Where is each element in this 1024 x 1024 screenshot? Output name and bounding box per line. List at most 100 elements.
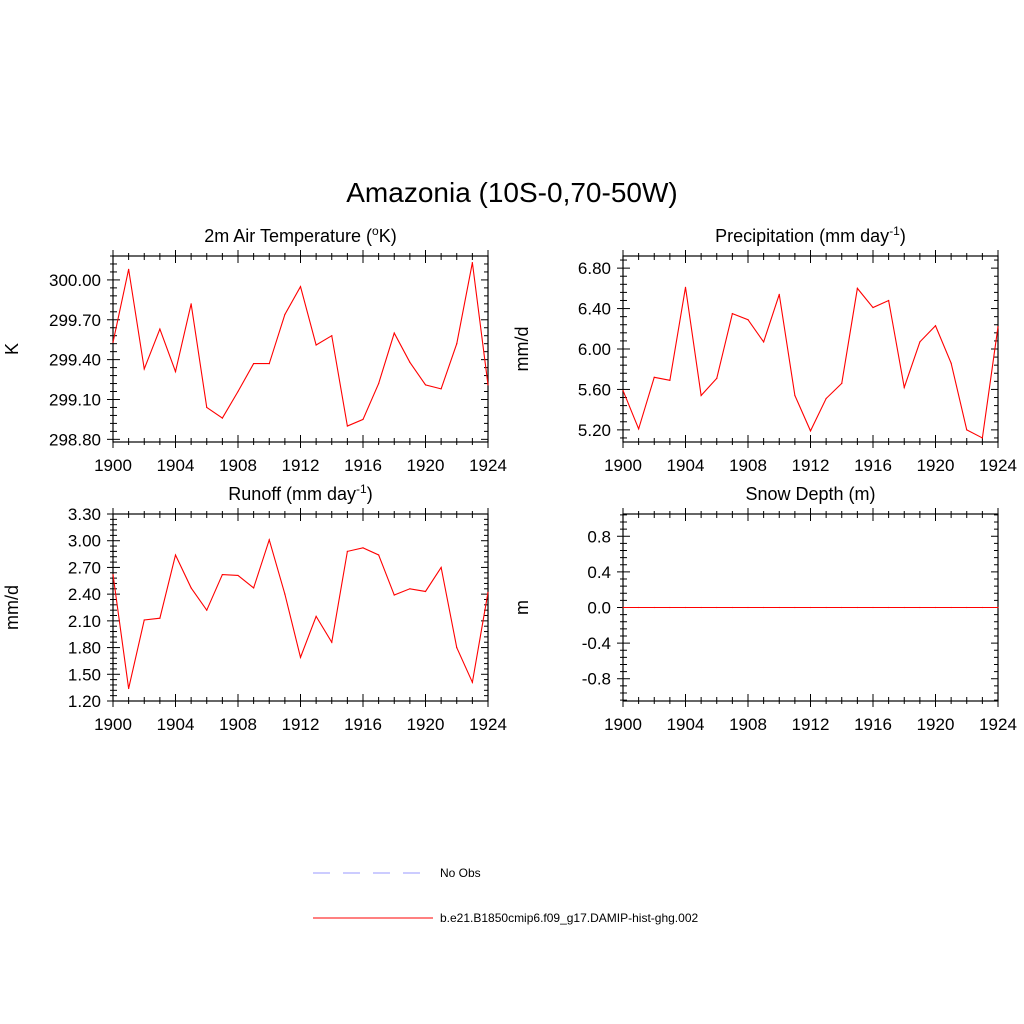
data-point bbox=[731, 313, 733, 315]
panel-title: 2m Air Temperature (oK) bbox=[204, 224, 396, 246]
y-tick-label: 299.40 bbox=[49, 351, 101, 370]
data-point bbox=[112, 341, 114, 343]
x-tick-label: 1900 bbox=[604, 715, 642, 734]
data-point bbox=[128, 268, 130, 270]
data-point bbox=[237, 574, 239, 577]
y-tick-label: 299.10 bbox=[49, 390, 101, 409]
data-point bbox=[331, 641, 333, 643]
data-point bbox=[841, 382, 843, 384]
data-point bbox=[346, 425, 348, 427]
data-point bbox=[747, 319, 749, 321]
data-point bbox=[653, 376, 655, 378]
data-point bbox=[716, 377, 718, 379]
data-point bbox=[128, 687, 130, 690]
data-point bbox=[950, 362, 952, 364]
data-point bbox=[487, 384, 489, 386]
data-point bbox=[299, 656, 302, 658]
data-point bbox=[888, 299, 890, 302]
x-tick-label: 1920 bbox=[917, 715, 955, 734]
x-tick-label: 1924 bbox=[979, 715, 1017, 734]
x-tick-label: 1900 bbox=[94, 715, 132, 734]
panel-title: Precipitation (mm day-1) bbox=[715, 224, 906, 246]
x-tick-label: 1924 bbox=[979, 456, 1017, 475]
data-point bbox=[159, 328, 161, 330]
x-tick-label: 1920 bbox=[917, 456, 955, 475]
data-point bbox=[409, 588, 411, 590]
data-point bbox=[825, 606, 827, 609]
x-tick-label: 1900 bbox=[94, 456, 132, 475]
data-point bbox=[299, 285, 302, 288]
x-tick-label: 1908 bbox=[729, 715, 767, 734]
data-point bbox=[346, 550, 348, 553]
data-point bbox=[440, 566, 442, 569]
y-tick-label: -0.8 bbox=[582, 670, 611, 689]
data-point bbox=[221, 573, 223, 576]
data-point bbox=[174, 554, 177, 556]
data-point bbox=[700, 606, 702, 609]
data-point bbox=[331, 335, 333, 337]
data-point bbox=[362, 418, 364, 421]
panel-title-main: Snow Depth (m) bbox=[745, 484, 875, 504]
panel-title: Runoff (mm day-1) bbox=[228, 482, 372, 504]
data-point bbox=[981, 606, 983, 609]
data-point bbox=[190, 587, 192, 589]
y-tick-label: 0.0 bbox=[587, 599, 611, 618]
data-point bbox=[825, 397, 827, 400]
data-point bbox=[190, 303, 192, 305]
data-point bbox=[888, 606, 890, 609]
data-point bbox=[856, 606, 858, 609]
data-point bbox=[934, 606, 937, 609]
data-point bbox=[143, 619, 145, 621]
series-line-1 bbox=[622, 287, 999, 439]
data-point bbox=[315, 344, 317, 346]
y-tick-label: 0.4 bbox=[587, 563, 611, 582]
y-axis-label: K bbox=[2, 343, 22, 355]
y-tick-label: 1.50 bbox=[68, 665, 101, 684]
y-axis-label: mm/d bbox=[2, 585, 22, 630]
y-tick-label: 6.00 bbox=[578, 340, 611, 359]
data-point bbox=[669, 379, 671, 381]
x-tick-label: 1908 bbox=[729, 456, 767, 475]
y-tick-label: 3.00 bbox=[68, 532, 101, 551]
y-tick-label: 3.30 bbox=[68, 505, 101, 524]
y-tick-label: 1.80 bbox=[68, 639, 101, 658]
data-point bbox=[221, 417, 223, 419]
data-point bbox=[903, 606, 905, 609]
legend: No Obs b.e21.B1850cmip6.f09_g17.DAMIP-his… bbox=[313, 866, 698, 925]
data-point bbox=[872, 606, 874, 609]
data-point bbox=[653, 606, 655, 609]
series-line-1 bbox=[112, 537, 489, 689]
data-point bbox=[966, 606, 968, 609]
panel-title-superscript: o bbox=[372, 224, 379, 238]
data-point bbox=[424, 590, 427, 593]
data-point bbox=[684, 606, 687, 609]
data-point bbox=[997, 326, 999, 328]
panel-title-tail: K) bbox=[379, 226, 397, 246]
x-tick-label: 1912 bbox=[792, 715, 830, 734]
data-point bbox=[669, 606, 671, 609]
panel-title: Snow Depth (m) bbox=[745, 484, 875, 504]
y-tick-label: 6.80 bbox=[578, 259, 611, 278]
data-point bbox=[471, 681, 473, 683]
x-tick-label: 1924 bbox=[469, 715, 507, 734]
x-tick-label: 1904 bbox=[157, 715, 195, 734]
data-point bbox=[393, 332, 395, 334]
data-point bbox=[716, 606, 718, 609]
data-point bbox=[268, 363, 270, 365]
data-point bbox=[622, 389, 624, 392]
figure-title: Amazonia (10S-0,70-50W) bbox=[346, 177, 677, 208]
panel-title-tail: ) bbox=[900, 226, 906, 246]
panel-title-main: Runoff (mm day bbox=[228, 484, 356, 504]
data-point bbox=[778, 606, 780, 609]
x-tick-label: 1916 bbox=[854, 456, 892, 475]
data-point bbox=[424, 384, 427, 386]
data-point bbox=[362, 547, 364, 549]
panel-4: Snow Depth (m) -0.8 -0.4 0.0 0.4 0.8 1900 1904 1… bbox=[512, 484, 1017, 734]
y-tick-label: -0.4 bbox=[582, 634, 611, 653]
data-point bbox=[747, 606, 749, 609]
data-point bbox=[919, 341, 921, 343]
data-point bbox=[253, 363, 255, 365]
data-point bbox=[206, 406, 208, 409]
data-point bbox=[950, 606, 952, 609]
x-tick-label: 1920 bbox=[407, 456, 445, 475]
